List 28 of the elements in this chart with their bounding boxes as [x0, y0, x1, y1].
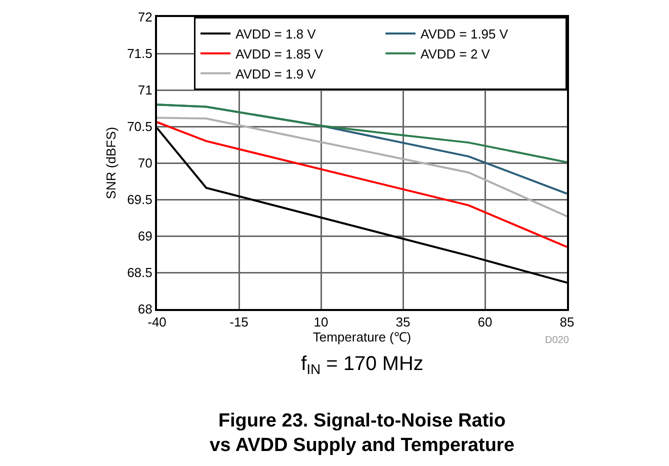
text: f$_{IN}$ = 170 MHz: [301, 353, 424, 378]
y-tick-label: 72: [138, 10, 152, 25]
legend-label: AVDD = 1.9 V: [236, 66, 316, 82]
y-tick-label: 68: [138, 302, 152, 317]
y-tick-label: 69: [138, 228, 152, 244]
x-tick-label: 10: [314, 314, 328, 330]
x-tick-label: -15: [230, 314, 248, 330]
legend-label: AVDD = 1.8 V: [236, 26, 316, 42]
line-series: [157, 104, 567, 164]
y-axis-title: SNR (dBFS): [104, 126, 119, 200]
y-tick-label: 69.5: [127, 192, 152, 208]
x-tick-label: 35: [396, 314, 410, 330]
legend-label: AVDD = 2 V: [420, 46, 490, 62]
y-tick-label: 68.5: [127, 265, 152, 280]
x-tick-label: -40: [148, 314, 166, 330]
y-tick-label: 71: [138, 82, 152, 98]
text: Figure 23. Signal-to-Noise Ratio vs AVDD Supply and Temperature: [210, 410, 514, 456]
y-tick-label: 70: [138, 156, 152, 171]
x-tick-label: 85: [560, 314, 574, 330]
legend-label: AVDD = 1.95 V: [420, 26, 508, 42]
text: D020: [545, 335, 570, 346]
line-series: [157, 121, 567, 248]
x-axis-title: Temperature (℃): [312, 330, 412, 345]
legend-label: AVDD = 1.85 V: [236, 46, 324, 62]
y-tick-label: 70.5: [127, 119, 152, 134]
y-tick-label: 71.5: [127, 46, 152, 62]
x-tick-label: 60: [478, 314, 492, 330]
line-series: [157, 116, 567, 218]
